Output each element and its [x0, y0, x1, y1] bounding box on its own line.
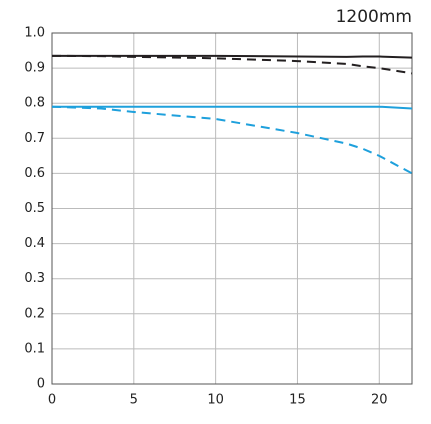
y-tick-label: 0: [37, 377, 45, 392]
plot-frame: [51, 32, 413, 385]
y-tick-label: 0.6: [24, 166, 45, 181]
series-line: [51, 54, 413, 75]
y-tick-label: 0.9: [24, 61, 45, 76]
y-tick-label: 0.7: [24, 131, 45, 146]
series-line: [51, 105, 413, 175]
series-line: [52, 54, 413, 59]
x-tick-label: 5: [130, 393, 138, 408]
x-tick-label: 10: [207, 393, 224, 408]
y-tick-label: 0.2: [24, 306, 45, 321]
x-tick-label: 20: [371, 393, 388, 408]
chart-title: 1200mm: [336, 7, 412, 27]
series-line: [52, 105, 413, 110]
y-tick-label: 0.5: [24, 201, 45, 216]
x-tick-label: 15: [289, 393, 306, 408]
y-tick-label: 1.0: [24, 26, 45, 41]
y-tick-label: 0.3: [24, 271, 45, 286]
y-tick-label: 0.4: [24, 236, 45, 251]
y-tick-label: 0.1: [24, 341, 45, 356]
x-tick-label: 0: [48, 393, 56, 408]
y-tick-label: 0.8: [24, 96, 45, 111]
